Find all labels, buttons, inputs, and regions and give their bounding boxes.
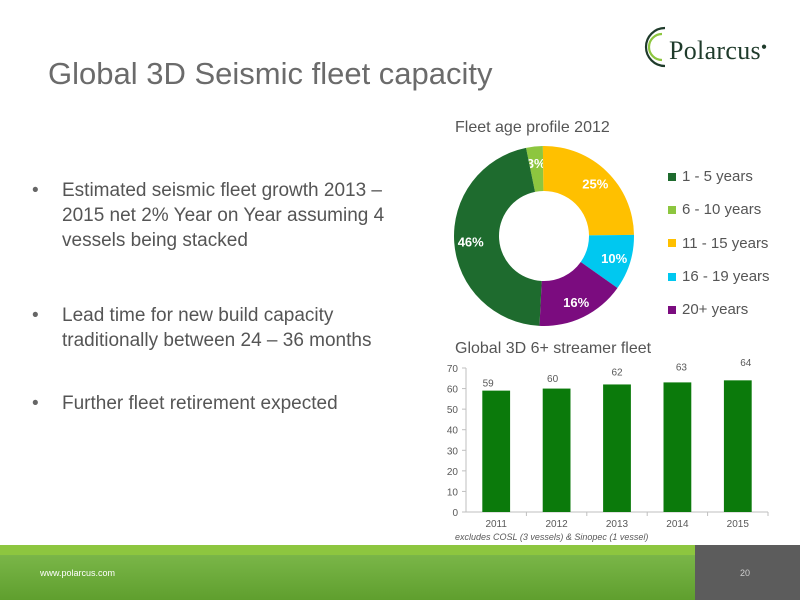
bar-chart-title: Global 3D 6+ streamer fleet xyxy=(455,340,652,357)
y-tick-label: 40 xyxy=(447,426,459,437)
legend-swatch xyxy=(668,305,676,314)
bullet-item: Estimated seismic fleet growth 2013 – 20… xyxy=(32,178,402,253)
pie-slice xyxy=(542,146,634,236)
y-tick-label: 20 xyxy=(447,467,459,478)
bullet-item: Further fleet retirement expected xyxy=(32,391,402,416)
y-tick-label: 0 xyxy=(452,508,458,519)
legend-item: 11 - 15 years xyxy=(668,227,770,260)
legend-swatch xyxy=(668,272,676,281)
legend-swatch xyxy=(668,172,676,181)
bar-data-label: 64 xyxy=(740,358,752,369)
pie-data-label: 46% xyxy=(458,235,484,250)
bar-data-label: 63 xyxy=(676,363,688,374)
polarcus-logo: Polarcus● xyxy=(643,22,773,72)
bar-chart-footnote: excludes COSL (3 vessels) & Sinopec (1 v… xyxy=(455,532,648,542)
pie-slice xyxy=(539,261,618,326)
y-tick-label: 10 xyxy=(447,487,459,498)
bar xyxy=(723,380,752,512)
legend-item: 6 - 10 years xyxy=(668,193,770,226)
pie-data-label: 16% xyxy=(563,295,589,310)
bar xyxy=(482,390,511,512)
legend-item: 20+ years xyxy=(668,293,770,326)
y-tick-label: 30 xyxy=(447,446,459,457)
footer-page-box xyxy=(695,545,800,600)
x-tick-label: 2011 xyxy=(485,519,507,530)
footer-bar xyxy=(0,555,695,600)
legend-item: 1 - 5 years xyxy=(668,160,770,193)
bullet-item: Lead time for new build capacity traditi… xyxy=(32,303,402,353)
pie-data-label: 10% xyxy=(601,251,627,266)
bar-data-label: 60 xyxy=(547,374,559,385)
page-number: 20 xyxy=(740,568,751,578)
legend-label: 16 - 19 years xyxy=(682,268,770,286)
legend-swatch xyxy=(668,205,676,214)
pie-data-label: 3% xyxy=(527,156,546,171)
y-tick-label: 60 xyxy=(447,385,459,396)
x-tick-label: 2014 xyxy=(666,519,689,530)
x-tick-label: 2015 xyxy=(727,519,750,530)
bullet-list: Estimated seismic fleet growth 2013 – 20… xyxy=(32,178,402,416)
logo-mark-icon xyxy=(644,26,666,68)
pie-slice xyxy=(453,147,542,326)
logo-text: Polarcus xyxy=(669,36,761,65)
pie-chart-title: Fleet age profile 2012 xyxy=(455,119,610,136)
legend-label: 6 - 10 years xyxy=(682,201,762,219)
bar xyxy=(663,382,692,512)
bar xyxy=(542,388,571,512)
bar xyxy=(603,384,631,512)
pie-legend: 1 - 5 years 6 - 10 years 11 - 15 years 1… xyxy=(668,160,770,326)
footer-accent xyxy=(0,545,695,555)
x-tick-label: 2012 xyxy=(545,519,568,530)
bar-data-label: 62 xyxy=(611,367,623,378)
y-tick-label: 50 xyxy=(447,405,459,416)
slide-title: Global 3D Seismic fleet capacity xyxy=(48,56,493,91)
legend-label: 1 - 5 years xyxy=(682,168,753,186)
footer-website-link[interactable]: www.polarcus.com xyxy=(40,568,116,578)
pie-slice xyxy=(526,146,544,192)
legend-swatch xyxy=(668,239,676,248)
x-tick-label: 2013 xyxy=(606,519,629,530)
legend-label: 11 - 15 years xyxy=(682,234,769,252)
legend-item: 16 - 19 years xyxy=(668,260,770,293)
legend-label: 20+ years xyxy=(682,301,749,319)
bar-data-label: 59 xyxy=(483,379,495,390)
y-tick-label: 70 xyxy=(447,364,459,375)
pie-data-label: 25% xyxy=(582,176,608,191)
pie-slice xyxy=(580,234,635,288)
